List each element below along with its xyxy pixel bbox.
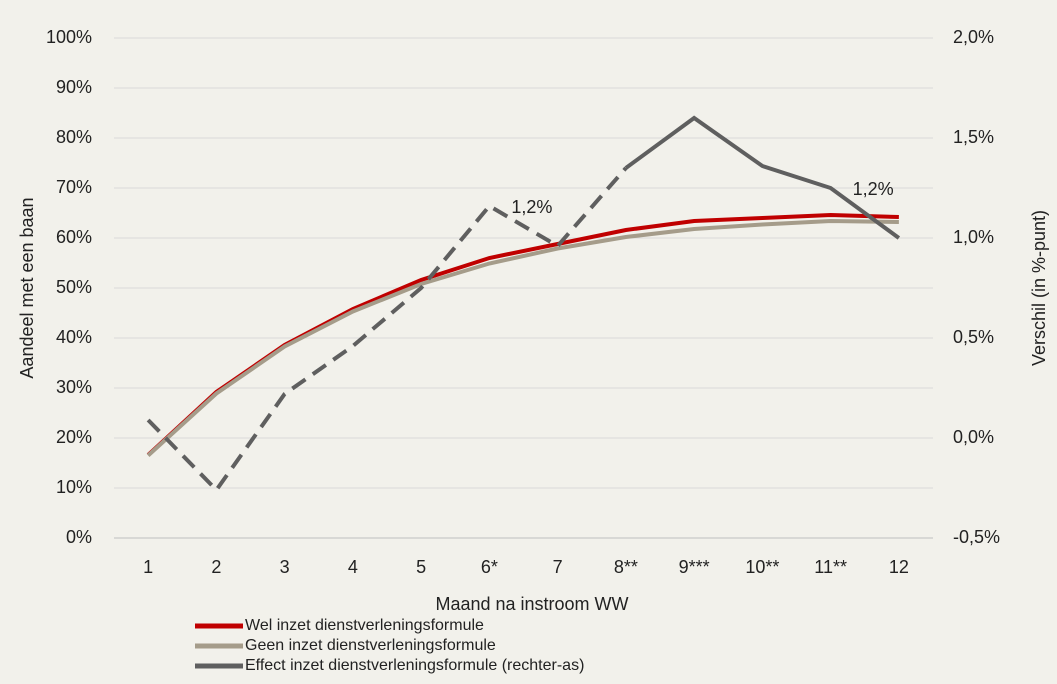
y-axis-label: Aandeel met een baan — [17, 197, 37, 378]
x-tick-label: 12 — [889, 557, 909, 577]
y-tick-label: 30% — [56, 377, 92, 397]
y-tick-label: 90% — [56, 77, 92, 97]
x-tick-label: 5 — [416, 557, 426, 577]
series-line — [624, 115, 901, 240]
x-tick-label: 2 — [211, 557, 221, 577]
x-tick-label: 4 — [348, 557, 358, 577]
y-tick-label: 100% — [46, 27, 92, 47]
data-label: 1,2% — [511, 197, 552, 217]
x-tick-label: 11** — [814, 557, 847, 577]
x-axis-label: Maand na instroom WW — [435, 594, 628, 614]
y-tick-label: 70% — [56, 177, 92, 197]
y-tick-label: 0% — [66, 527, 92, 547]
series-line-dashed — [146, 166, 628, 494]
y-tick-label: 20% — [56, 427, 92, 447]
x-tick-label: 6* — [481, 557, 498, 577]
y2-tick-label: 0,0% — [953, 427, 994, 447]
y2-axis-label: Verschil (in %-punt) — [1029, 210, 1049, 366]
x-tick-label: 10** — [745, 557, 779, 577]
y-tick-label: 10% — [56, 477, 92, 497]
data-label: 1,2% — [853, 179, 894, 199]
legend-label: Wel inzet dienstverleningsformule — [245, 617, 484, 634]
y-tick-label: 50% — [56, 277, 92, 297]
y2-tick-label: 1,0% — [953, 227, 994, 247]
legend-label: Effect inzet dienstverleningsformule (re… — [245, 657, 584, 674]
y-tick-label: 40% — [56, 327, 92, 347]
y-tick-label: 80% — [56, 127, 92, 147]
x-tick-label: 7 — [553, 557, 563, 577]
y2-tick-label: 2,0% — [953, 27, 994, 47]
y2-tick-label: 0,5% — [953, 327, 994, 347]
x-tick-label: 1 — [143, 557, 153, 577]
y2-tick-label: -0,5% — [953, 527, 1000, 547]
y-tick-label: 60% — [56, 227, 92, 247]
y2-tick-label: 1,5% — [953, 127, 994, 147]
x-tick-label: 9*** — [679, 557, 710, 577]
x-tick-label: 3 — [280, 557, 290, 577]
legend-label: Geen inzet dienstverleningsformule — [245, 637, 496, 654]
x-tick-label: 8** — [614, 557, 638, 577]
series-line — [146, 218, 899, 457]
